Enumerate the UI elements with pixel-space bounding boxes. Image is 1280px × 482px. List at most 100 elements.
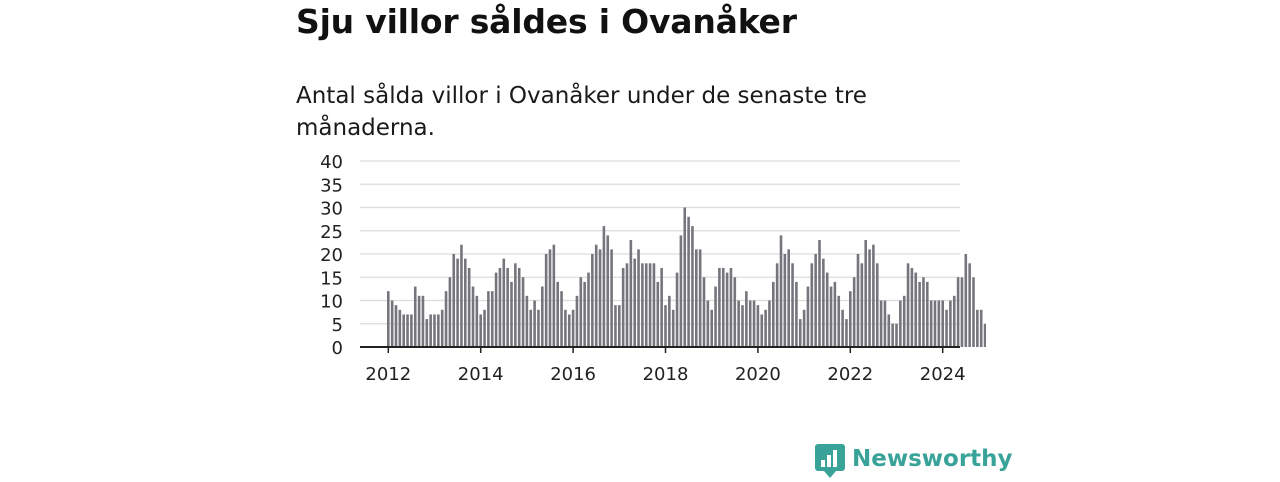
bar-chart: 0510152025303540720122014201620182020202… xyxy=(320,152,986,385)
bar xyxy=(760,314,764,347)
bar xyxy=(710,309,713,347)
bar xyxy=(949,300,952,347)
bar xyxy=(633,258,636,347)
bar xyxy=(768,300,771,347)
bar xyxy=(629,240,633,347)
bar xyxy=(390,300,394,347)
bar xyxy=(560,291,563,347)
bar xyxy=(668,295,671,347)
bar xyxy=(618,305,621,347)
bar xyxy=(879,300,883,347)
bar xyxy=(425,319,429,347)
bar xyxy=(506,267,509,347)
bar xyxy=(648,263,652,347)
bar xyxy=(575,295,579,347)
bar xyxy=(837,295,841,347)
page-title: Sju villor såldes i Ovanåker xyxy=(296,2,797,41)
bar xyxy=(775,263,779,347)
y-tick-label: 20 xyxy=(320,245,343,266)
bar xyxy=(606,235,610,347)
bar xyxy=(656,281,660,347)
y-tick-label: 5 xyxy=(332,315,343,336)
bar xyxy=(552,244,556,347)
bar xyxy=(818,240,821,347)
bar xyxy=(625,263,629,347)
x-tick-label: 2022 xyxy=(827,364,873,385)
bar xyxy=(456,258,459,347)
bar xyxy=(440,309,444,347)
bar xyxy=(960,277,964,347)
bar xyxy=(464,258,467,347)
bar xyxy=(610,249,613,347)
bar xyxy=(706,300,710,347)
bar xyxy=(614,305,617,347)
bar xyxy=(891,323,894,347)
bar xyxy=(410,314,413,347)
bar xyxy=(829,286,833,347)
bar xyxy=(564,309,567,347)
bar xyxy=(845,319,848,347)
y-tick-label: 10 xyxy=(320,292,343,313)
bar xyxy=(533,300,536,347)
bar xyxy=(567,314,571,347)
bar xyxy=(691,226,694,347)
bar xyxy=(698,249,702,347)
bar xyxy=(856,254,860,347)
y-tick-label: 25 xyxy=(320,222,343,243)
bar xyxy=(906,263,910,347)
bar xyxy=(833,281,837,347)
bar xyxy=(872,244,875,347)
bar xyxy=(548,249,552,347)
bar xyxy=(448,277,452,347)
bar xyxy=(683,207,687,347)
bar xyxy=(748,300,752,347)
bar xyxy=(675,272,679,347)
bar xyxy=(529,309,533,347)
bar xyxy=(594,244,598,347)
bar xyxy=(721,267,725,347)
bar xyxy=(514,263,517,347)
bar xyxy=(725,272,729,347)
bar xyxy=(398,309,402,347)
bar xyxy=(437,314,440,347)
bar xyxy=(475,295,479,347)
bar xyxy=(899,300,902,347)
bar xyxy=(810,263,814,347)
bar xyxy=(587,272,590,347)
bar xyxy=(406,314,409,347)
bar xyxy=(783,254,787,347)
brand-logo[interactable]: Newsworthy xyxy=(815,444,1013,480)
x-tick-label: 2012 xyxy=(365,364,411,385)
bar xyxy=(671,309,675,347)
bar xyxy=(972,277,975,347)
bar xyxy=(952,295,956,347)
bar xyxy=(541,286,544,347)
chart-card: Sju villor såldes i Ovanåker Antal sålda… xyxy=(296,0,1013,480)
bar xyxy=(417,295,421,347)
bar xyxy=(591,254,594,347)
bar xyxy=(976,309,979,347)
bar xyxy=(452,254,456,347)
bar xyxy=(644,263,648,347)
x-tick-label: 2014 xyxy=(458,364,504,385)
bar xyxy=(471,286,475,347)
bar xyxy=(444,291,448,347)
x-tick-label: 2018 xyxy=(643,364,689,385)
y-tick-label: 30 xyxy=(320,199,343,220)
bar xyxy=(483,309,486,347)
bar xyxy=(583,281,586,347)
bar xyxy=(702,277,706,347)
bar xyxy=(460,244,463,347)
bar xyxy=(795,281,798,347)
bar xyxy=(875,263,879,347)
brand-name: Newsworthy xyxy=(852,446,1013,472)
bar xyxy=(956,277,960,347)
bar xyxy=(737,300,740,347)
bar xyxy=(926,281,929,347)
bar xyxy=(621,267,625,347)
y-tick-label: 15 xyxy=(320,268,343,289)
bar xyxy=(714,286,717,347)
bar xyxy=(652,263,656,347)
bar xyxy=(525,295,529,347)
bar xyxy=(887,314,891,347)
